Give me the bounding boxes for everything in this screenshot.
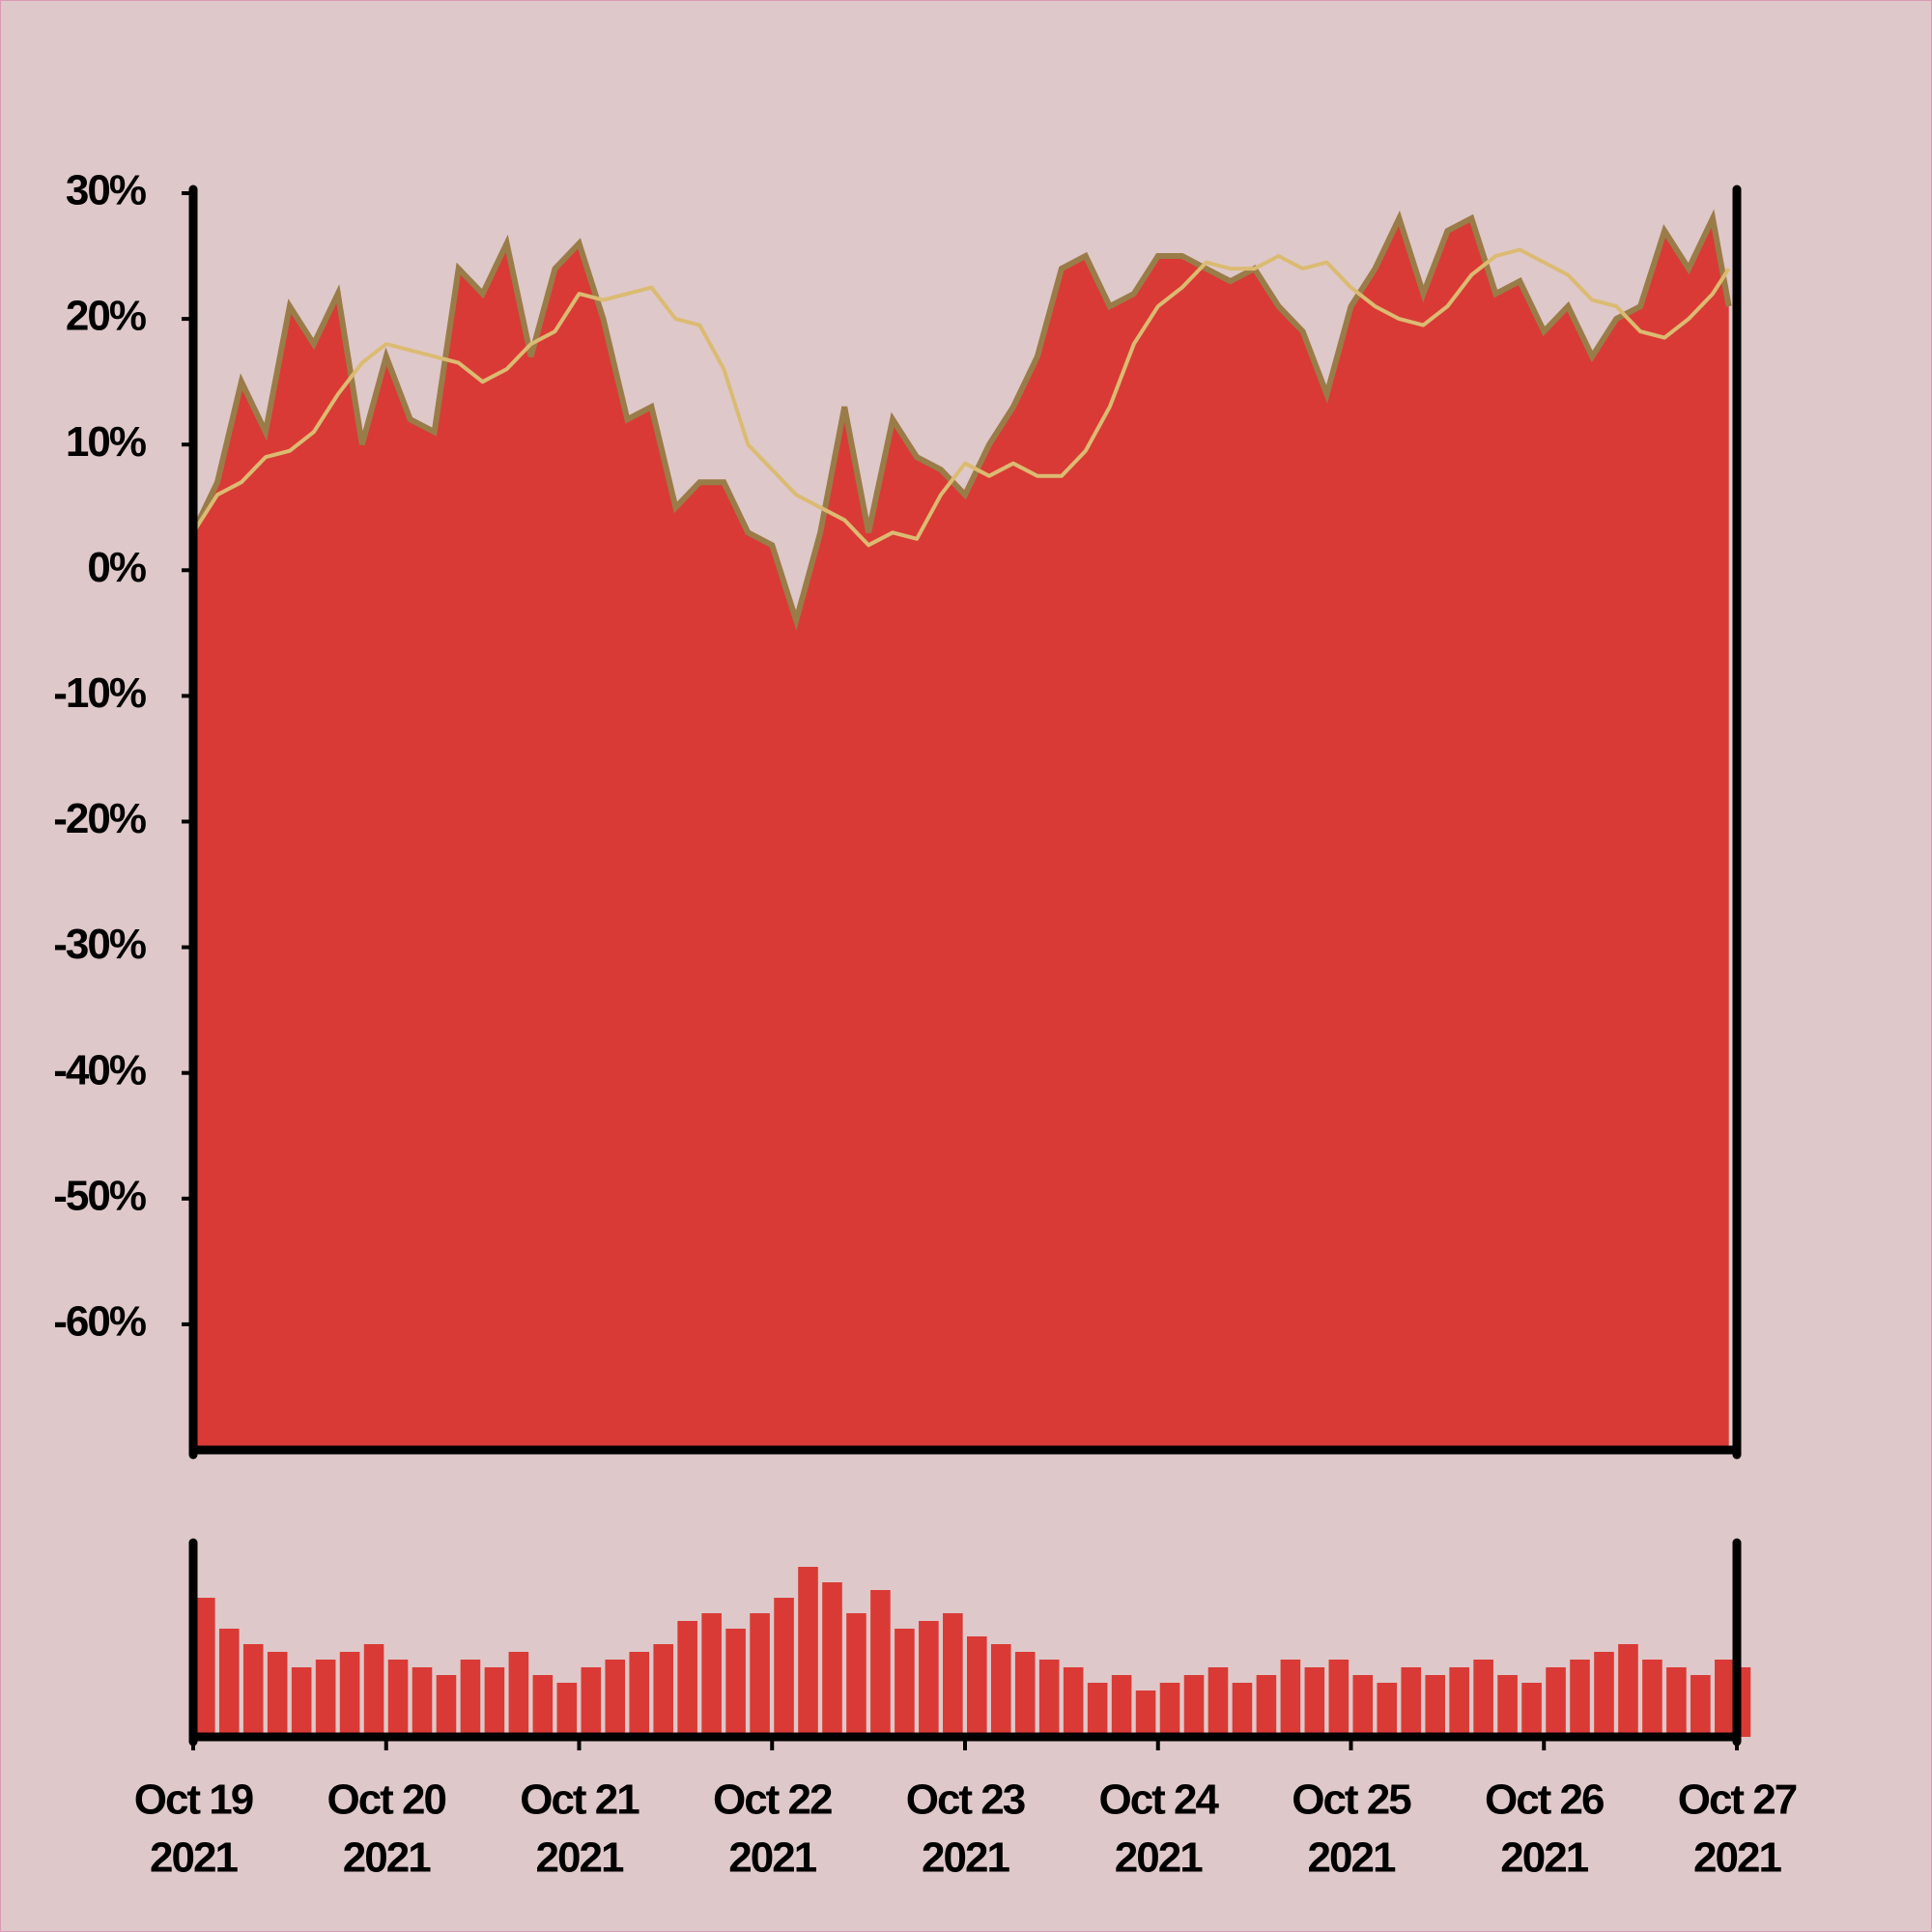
volume-bar <box>1377 1683 1398 1737</box>
x-tick-label: Oct 19 <box>134 1776 253 1824</box>
volume-bar <box>1280 1660 1301 1737</box>
x-tick-label: 2021 <box>922 1834 1009 1882</box>
volume-bar <box>363 1644 384 1737</box>
area-fill <box>193 218 1729 1450</box>
volume-bar <box>1352 1675 1374 1737</box>
x-tick-label: 2021 <box>728 1834 816 1882</box>
volume-bar <box>1618 1644 1638 1737</box>
volume-bar <box>1304 1667 1325 1737</box>
y-tick-label: -20% <box>53 795 146 842</box>
x-tick-label: Oct 27 <box>1678 1776 1797 1824</box>
volume-bar <box>1666 1667 1687 1737</box>
y-tick-label: -10% <box>53 669 146 717</box>
volume-bar <box>1546 1667 1566 1737</box>
volume-bar <box>581 1667 602 1737</box>
y-tick-label: -40% <box>53 1046 146 1094</box>
volume-bar <box>1497 1675 1518 1737</box>
volume-bar <box>1642 1660 1662 1737</box>
volume-bar <box>653 1644 673 1737</box>
volume-bar <box>1063 1667 1084 1737</box>
volume-bar <box>195 1598 215 1737</box>
volume-bar <box>1232 1683 1253 1737</box>
volume-bar <box>774 1598 794 1737</box>
volume-bar <box>556 1683 578 1737</box>
volume-bar <box>1521 1683 1542 1737</box>
volume-bar <box>967 1636 987 1737</box>
volume-bar <box>1473 1660 1493 1737</box>
volume-bar <box>629 1652 650 1737</box>
volume-bar <box>508 1652 529 1737</box>
x-tick-label: 2021 <box>1115 1834 1203 1882</box>
volume-bar <box>1087 1683 1108 1737</box>
volume-bar <box>750 1613 770 1737</box>
x-tick-label: Oct 23 <box>906 1776 1025 1824</box>
volume-bar <box>1159 1683 1180 1737</box>
volume-bar <box>1038 1660 1060 1737</box>
volume-bar <box>1328 1660 1350 1737</box>
volume-bar <box>1111 1675 1132 1737</box>
volume-bar <box>1594 1652 1614 1737</box>
volume-bar <box>1570 1660 1590 1737</box>
volume-bar <box>484 1667 505 1737</box>
volume-bar <box>677 1621 697 1737</box>
volume-bar <box>798 1567 818 1737</box>
x-tick-label: 2021 <box>343 1834 431 1882</box>
volume-bar <box>387 1660 409 1737</box>
volume-bar <box>1449 1667 1469 1737</box>
volume-bar <box>725 1629 746 1737</box>
volume-bar <box>919 1621 939 1737</box>
volume-bar <box>1183 1675 1205 1737</box>
moving-average-line <box>191 247 1731 548</box>
area-outline <box>190 209 1732 631</box>
volume-bar <box>1135 1690 1156 1737</box>
y-tick-label: -50% <box>53 1172 146 1219</box>
x-tick-label: 2021 <box>1500 1834 1588 1882</box>
volume-bar <box>532 1675 554 1737</box>
y-tick-label: 0% <box>87 544 145 591</box>
x-tick-label: Oct 20 <box>327 1776 445 1824</box>
volume-bar <box>291 1667 312 1737</box>
x-tick-label: 2021 <box>1308 1834 1396 1882</box>
volume-bar <box>846 1613 867 1737</box>
volume-bar <box>436 1675 457 1737</box>
volume-bar <box>218 1629 240 1737</box>
x-tick-label: 2021 <box>1693 1834 1781 1882</box>
volume-bar <box>1690 1675 1711 1737</box>
volume-bar <box>943 1613 963 1737</box>
y-tick-label: -30% <box>53 921 146 968</box>
x-tick-label: Oct 24 <box>1098 1776 1219 1824</box>
volume-bar <box>1256 1675 1277 1737</box>
x-tick-label: Oct 21 <box>520 1776 639 1824</box>
volume-bar <box>701 1613 722 1737</box>
volume-bar <box>267 1652 288 1737</box>
volume-bar <box>870 1590 891 1737</box>
x-tick-label: 2021 <box>536 1834 624 1882</box>
volume-bar <box>412 1667 433 1737</box>
volume-bar <box>895 1629 915 1737</box>
y-tick-label: -60% <box>53 1298 146 1346</box>
volume-bar <box>339 1652 360 1737</box>
volume-bar <box>242 1644 264 1737</box>
x-tick-label: Oct 26 <box>1485 1776 1604 1824</box>
volume-bar <box>1014 1652 1036 1737</box>
x-tick-label: Oct 25 <box>1292 1776 1411 1824</box>
x-tick-label: Oct 22 <box>713 1776 832 1824</box>
volume-bar <box>605 1660 626 1737</box>
volume-bar <box>1715 1660 1735 1737</box>
volume-bar <box>822 1582 842 1737</box>
y-tick-label: 20% <box>66 293 146 340</box>
volume-bar <box>1208 1667 1229 1737</box>
volume-bar <box>460 1660 481 1737</box>
volume-bar <box>1401 1667 1422 1737</box>
y-tick-label: 30% <box>66 167 146 214</box>
y-tick-label: 10% <box>66 418 146 466</box>
volume-bar <box>315 1660 336 1737</box>
volume-bar <box>990 1644 1011 1737</box>
volume-bar <box>1425 1675 1445 1737</box>
x-tick-label: 2021 <box>150 1834 238 1882</box>
